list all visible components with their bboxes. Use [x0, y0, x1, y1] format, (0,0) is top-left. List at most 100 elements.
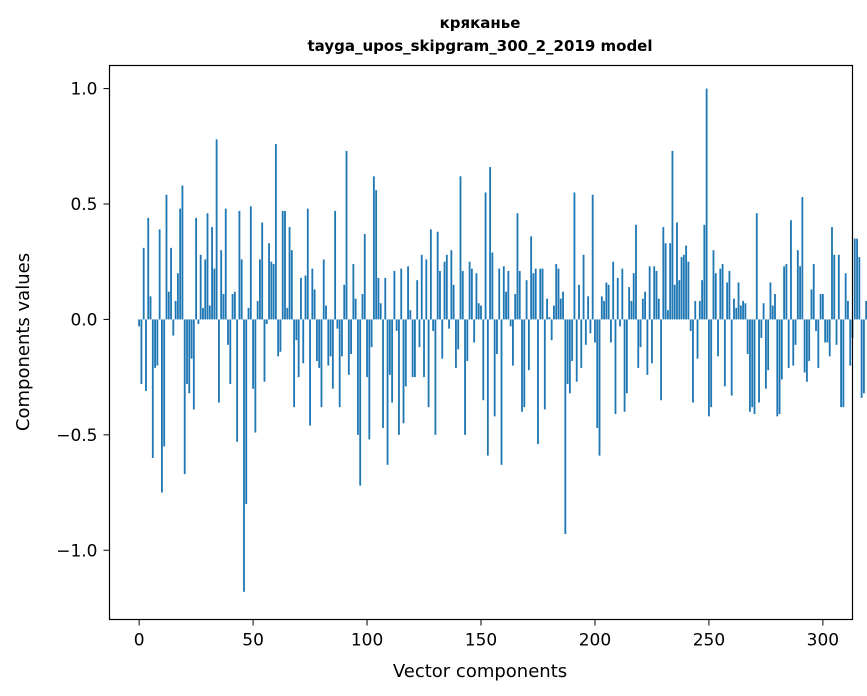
x-tick-label: 0 [134, 631, 145, 651]
bar [669, 243, 672, 320]
bar [233, 291, 236, 320]
bar [470, 268, 473, 320]
bar [787, 319, 790, 368]
bar [409, 310, 412, 320]
bar [648, 266, 651, 320]
bar [746, 319, 749, 355]
bar [491, 252, 494, 320]
bar [584, 319, 587, 345]
bar [735, 307, 738, 320]
bar [739, 305, 742, 320]
bar [792, 319, 795, 366]
bar [391, 319, 394, 403]
bar [243, 319, 245, 592]
bar [334, 210, 337, 320]
bar [518, 270, 521, 320]
bar [733, 298, 735, 320]
bar [473, 319, 476, 343]
bar [764, 319, 767, 389]
bar [550, 319, 553, 341]
bar [548, 317, 551, 320]
bar [436, 231, 439, 320]
bar [229, 319, 232, 385]
bar [512, 319, 514, 366]
bar [527, 319, 530, 371]
bar [165, 194, 168, 320]
bar [459, 176, 462, 320]
bar [379, 303, 382, 320]
bar [498, 268, 501, 320]
bar [744, 303, 747, 320]
x-axis-label: Vector components [393, 661, 567, 682]
bar [434, 319, 437, 435]
bar [860, 319, 863, 398]
bar [306, 208, 309, 320]
bar [666, 310, 669, 320]
bar [443, 261, 446, 320]
bar [726, 282, 729, 320]
bar [361, 294, 364, 320]
bar [812, 264, 815, 320]
bar [557, 268, 560, 320]
bar [450, 250, 453, 320]
bar [530, 236, 533, 320]
bar [370, 319, 373, 348]
bar [737, 282, 740, 320]
bar [183, 319, 186, 475]
bar [751, 319, 754, 408]
bar [673, 284, 676, 320]
bar [767, 319, 770, 371]
bar [778, 319, 781, 415]
bar [612, 261, 615, 320]
bar [625, 319, 628, 394]
y-axis-label: Components values [13, 253, 34, 431]
bar [758, 319, 760, 403]
bar [580, 319, 583, 368]
bar [676, 222, 678, 320]
bar [245, 319, 248, 505]
y-tick-label: −1.0 [56, 541, 97, 561]
bar [457, 319, 460, 350]
bar [760, 319, 763, 338]
bar [304, 275, 307, 320]
bar [259, 259, 261, 320]
bar [651, 319, 653, 364]
bar [774, 294, 776, 320]
bar [252, 319, 254, 389]
bar [170, 247, 172, 320]
bar [849, 319, 852, 366]
bar [682, 254, 685, 320]
bar [236, 319, 239, 442]
bar [591, 194, 594, 320]
bar [220, 250, 223, 320]
bar [202, 307, 204, 320]
bar [149, 296, 152, 320]
chart-subtitle: tayga_upos_skipgram_300_2_2019 model [308, 37, 653, 55]
bar [644, 291, 647, 320]
bar [468, 261, 471, 320]
bar [655, 270, 658, 320]
bar [817, 319, 820, 368]
x-tick-label: 300 [807, 631, 839, 651]
bar [594, 319, 596, 343]
bar [382, 319, 384, 428]
bar [824, 319, 827, 343]
bar [208, 305, 211, 320]
bar [705, 88, 708, 320]
bar [660, 319, 662, 401]
bar [227, 319, 229, 345]
bar [238, 210, 241, 320]
bar [402, 319, 405, 424]
x-axis-ticks: 0 50 100 150 200 250 300 [134, 619, 839, 651]
bar [455, 319, 457, 368]
bar [249, 206, 252, 320]
bar [477, 303, 480, 320]
bar [395, 319, 398, 331]
bar [418, 319, 421, 348]
bar [272, 264, 275, 320]
chart-title: кряканье [440, 14, 521, 32]
bar [297, 319, 300, 378]
bar [698, 300, 701, 320]
bar [274, 143, 277, 320]
bar [363, 234, 366, 320]
